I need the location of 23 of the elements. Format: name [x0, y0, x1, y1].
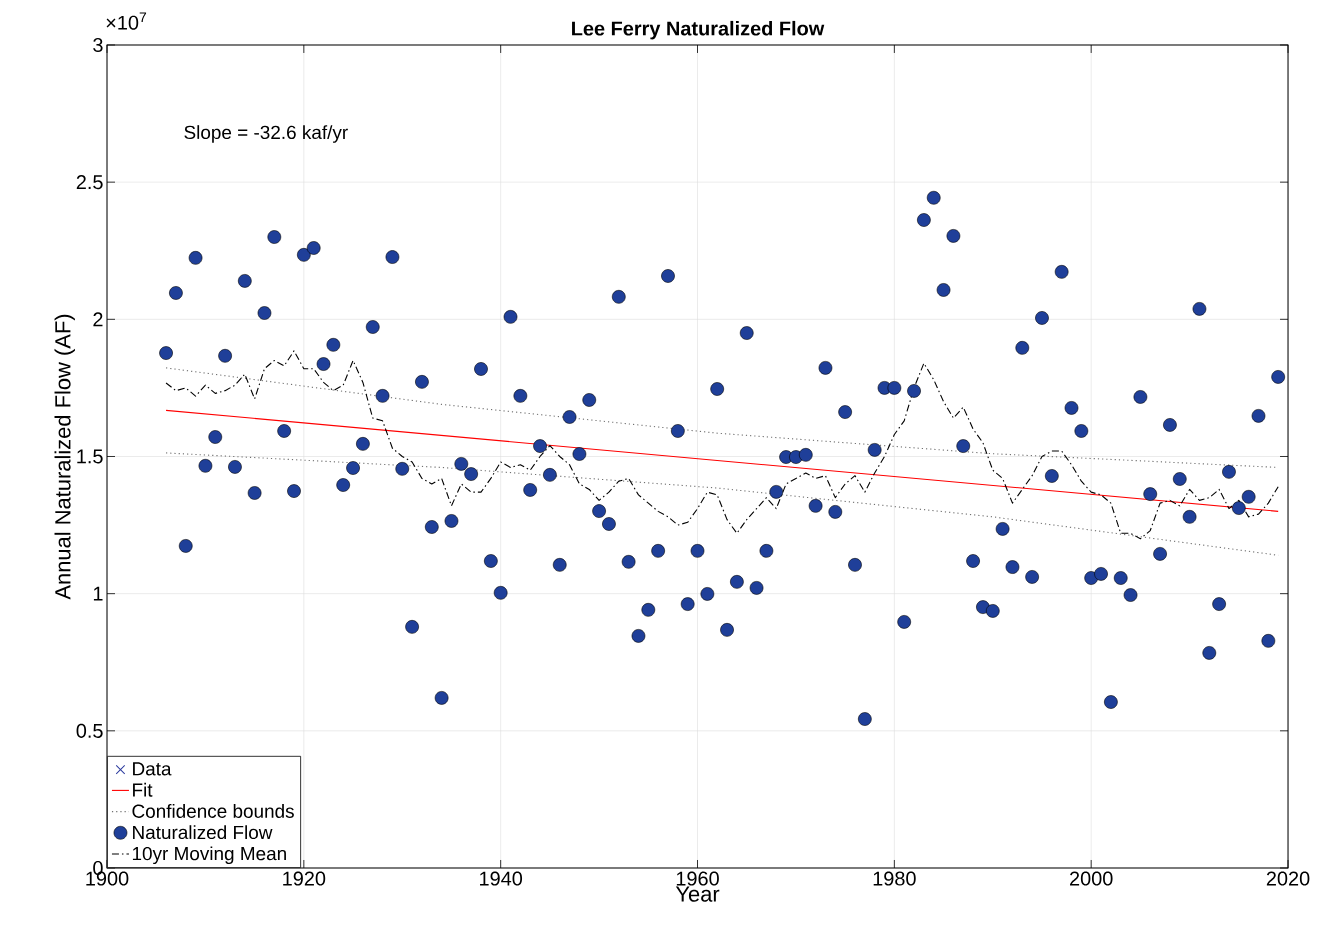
- legend-label: Fit: [133, 782, 153, 797]
- annotation: Slope = -32.6 kaf/yr: [184, 125, 348, 143]
- legend-label: Naturalized Flow: [133, 825, 273, 840]
- text: ×10$^{7}$: [106, 12, 147, 30]
- x-tick-label: 1960: [676, 871, 719, 886]
- legend-label: Confidence bounds: [132, 804, 294, 818]
- x-axis-title: Year: [675, 886, 720, 902]
- x-tick-label: 2000: [1070, 871, 1113, 886]
- y-axis-title: Annual Naturalized Flow (AF): [54, 314, 75, 600]
- x-tick-label: 1940: [480, 871, 523, 886]
- chart-title: Lee Ferry Naturalized Flow: [572, 20, 825, 40]
- line-series: [165, 350, 1279, 540]
- y-tick-label: 0.5: [76, 723, 103, 738]
- legend-label: 10yr Moving Mean: [132, 846, 286, 865]
- y-tick-label: 3: [93, 37, 103, 53]
- y-tick-label: 2: [93, 312, 103, 327]
- x-tick-label: 1980: [873, 871, 916, 886]
- x-tick-label: 1920: [283, 871, 326, 886]
- legend-label: Data: [133, 762, 172, 776]
- y-tick-label: 2.5: [76, 175, 103, 190]
- y-tick-label: 1.5: [77, 449, 103, 464]
- x-tick-label: 2020: [1266, 871, 1310, 886]
- y-tick-label: 1: [93, 586, 103, 601]
